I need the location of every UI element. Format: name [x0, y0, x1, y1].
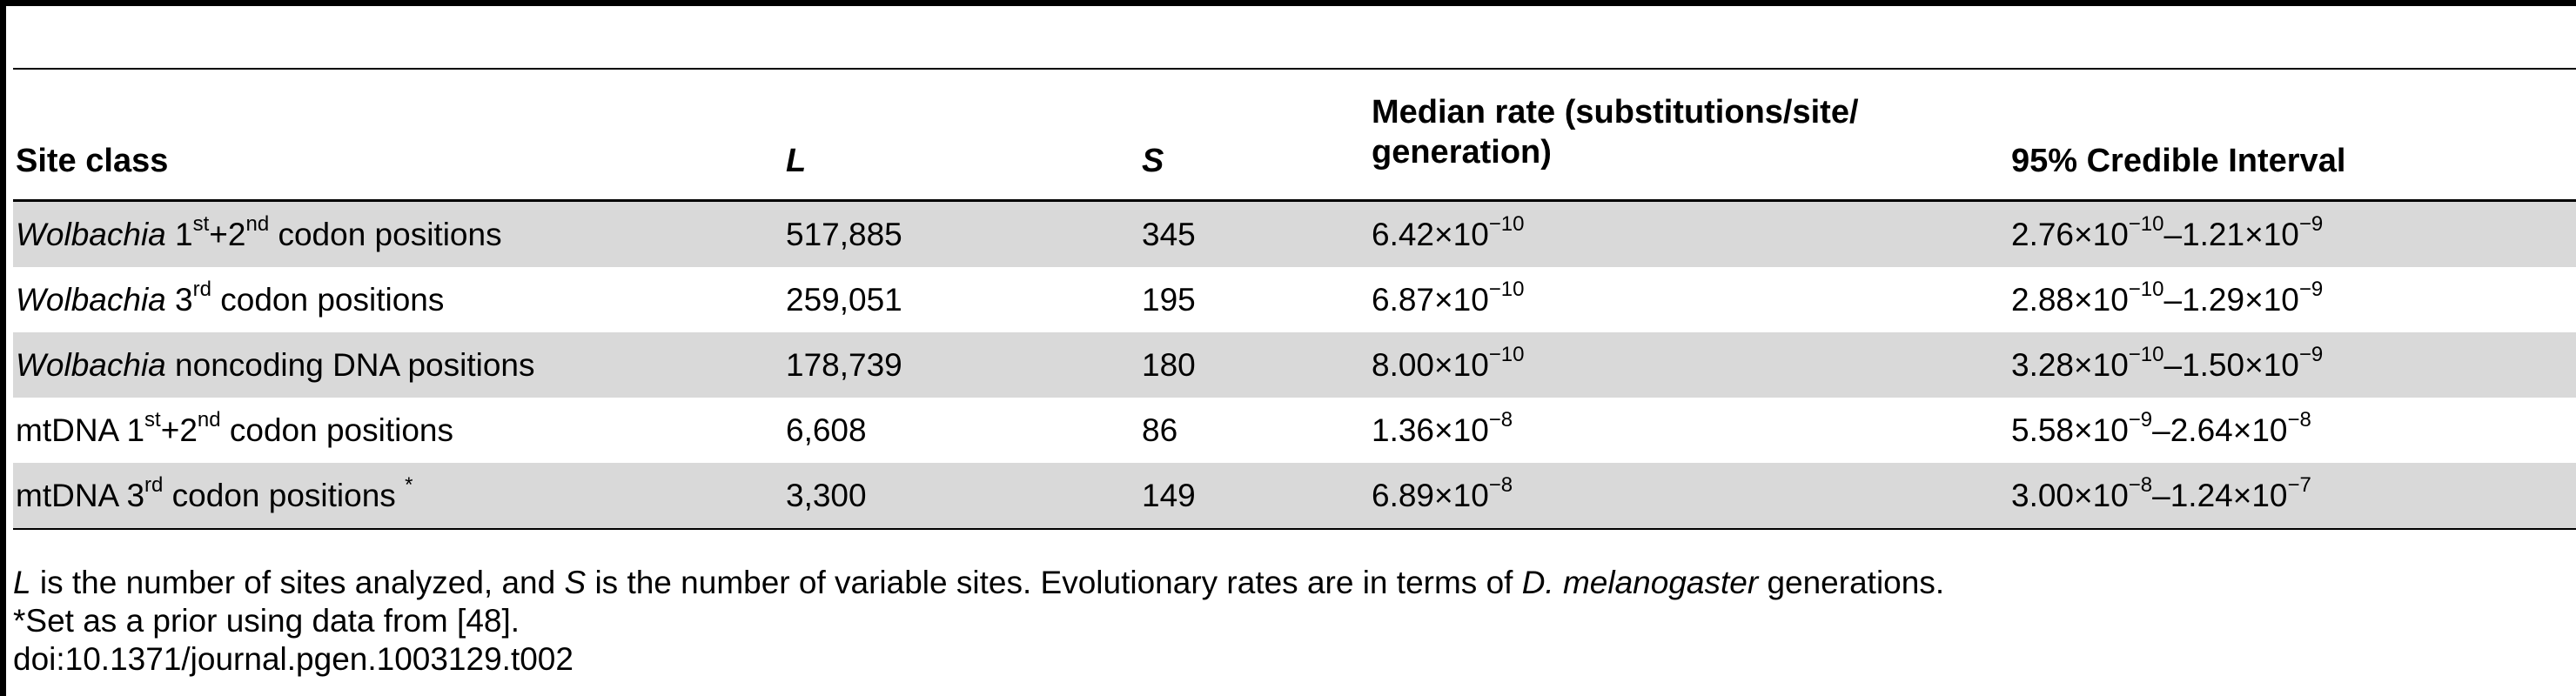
cell-site-class: Wolbachia 3rd codon positions	[16, 277, 445, 318]
table-row: Wolbachia 3rd codon positions 259,051 19…	[13, 267, 2576, 332]
table-row: Wolbachia 1st+2nd codon positions 517,88…	[13, 202, 2576, 267]
table-header-row: Site class L S Median rate (substitution…	[13, 70, 2576, 202]
footnote-definitions: L is the number of sites analyzed, and S…	[13, 565, 1945, 600]
cell-median-rate: 8.00×10−10	[1372, 342, 1525, 383]
cell-L: 3,300	[786, 478, 867, 513]
cell-site-class: mtDNA 1st+2nd codon positions	[16, 407, 454, 448]
cell-median-rate: 6.42×10−10	[1372, 211, 1525, 252]
cell-L: 259,051	[786, 282, 902, 318]
cell-S: 149	[1142, 478, 1196, 513]
page-left-rule	[0, 0, 6, 696]
cell-L: 6,608	[786, 412, 867, 448]
cell-credible-interval: 2.76×10−10–1.21×10−9	[2011, 211, 2324, 252]
header-median-rate: Median rate (substitutions/site/ generat…	[1372, 92, 1981, 172]
header-median-rate-line2: generation)	[1372, 134, 1552, 171]
cell-credible-interval: 5.58×10−9–2.64×10−8	[2011, 407, 2311, 448]
cell-S: 86	[1142, 412, 1178, 448]
cell-S: 195	[1142, 282, 1196, 318]
table-row: mtDNA 1st+2nd codon positions 6,608 86 1…	[13, 398, 2576, 463]
doi-text: doi:10.1371/journal.pgen.1003129.t002	[13, 641, 574, 677]
header-S: S	[1142, 143, 1164, 179]
cell-site-class: mtDNA 3rd codon positions *	[16, 472, 413, 513]
table-row: Wolbachia noncoding DNA positions 178,73…	[13, 332, 2576, 398]
page-top-rule	[0, 0, 2576, 6]
table-top-rule	[13, 68, 2576, 70]
cell-site-class: Wolbachia noncoding DNA positions	[16, 347, 535, 383]
cell-median-rate: 6.89×10−8	[1372, 472, 1513, 513]
rates-table: Site class L S Median rate (substitution…	[13, 70, 2576, 530]
cell-S: 345	[1142, 217, 1196, 252]
cell-median-rate: 6.87×10−10	[1372, 277, 1525, 318]
cell-S: 180	[1142, 347, 1196, 383]
cell-L: 517,885	[786, 217, 902, 252]
table-bottom-rule	[13, 528, 2576, 530]
header-site-class: Site class	[16, 143, 169, 179]
cell-credible-interval: 2.88×10−10–1.29×10−9	[2011, 277, 2324, 318]
cell-credible-interval: 3.28×10−10–1.50×10−9	[2011, 342, 2324, 383]
footnote-prior: *Set as a prior using data from [48].	[13, 603, 520, 639]
cell-credible-interval: 3.00×10−8–1.24×10−7	[2011, 472, 2311, 513]
cell-site-class: Wolbachia 1st+2nd codon positions	[16, 211, 502, 252]
header-credible-interval: 95% Credible Interval	[2011, 143, 2346, 179]
table-row: mtDNA 3rd codon positions * 3,300 149 6.…	[13, 463, 2576, 528]
header-median-rate-line1: Median rate (substitutions/site/	[1372, 94, 1859, 130]
header-L: L	[786, 143, 807, 179]
cell-L: 178,739	[786, 347, 902, 383]
cell-median-rate: 1.36×10−8	[1372, 407, 1513, 448]
table-footnotes: L is the number of sites analyzed, and S…	[13, 564, 1944, 679]
